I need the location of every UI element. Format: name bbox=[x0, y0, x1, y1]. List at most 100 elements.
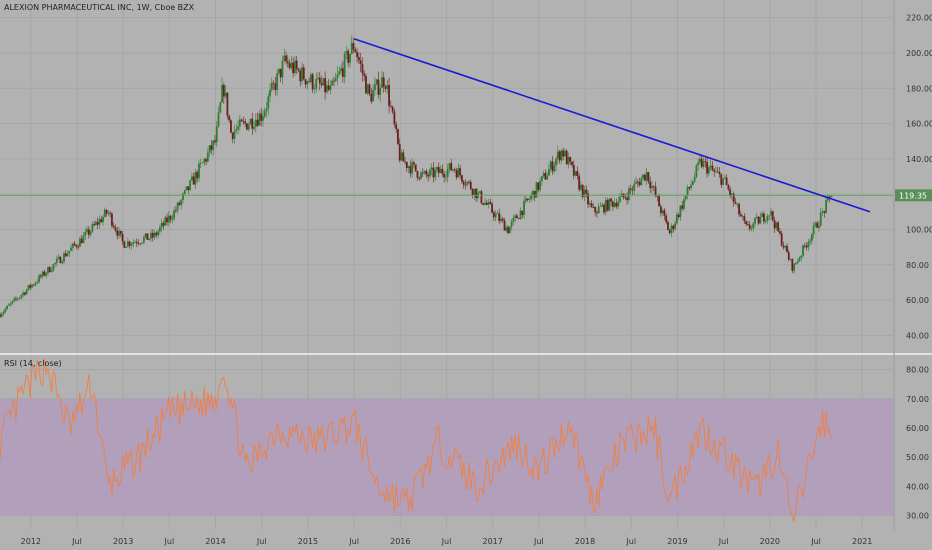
candle-141 bbox=[249, 117, 252, 126]
candle-body bbox=[631, 189, 634, 191]
rsi-axis[interactable]: 80.00 70.00 60.00 50.00 40.00 30.00 bbox=[906, 366, 929, 521]
candle-body bbox=[206, 152, 209, 162]
candle-249 bbox=[441, 164, 444, 178]
candle-169 bbox=[299, 67, 302, 87]
candle-body bbox=[599, 206, 602, 208]
candle-body bbox=[39, 275, 42, 277]
candle-body bbox=[16, 298, 19, 300]
candle-32 bbox=[55, 255, 58, 267]
candle-19 bbox=[32, 283, 35, 287]
candle-431 bbox=[764, 218, 767, 224]
candle-body bbox=[770, 211, 772, 216]
candle-308 bbox=[546, 171, 549, 180]
candle-body bbox=[201, 162, 204, 164]
candle-body bbox=[800, 255, 803, 258]
candle-200 bbox=[354, 46, 357, 53]
candle-147 bbox=[260, 108, 263, 127]
candle-94 bbox=[166, 213, 168, 226]
candle-240 bbox=[425, 168, 428, 179]
candle-179 bbox=[317, 72, 319, 80]
candle-body bbox=[459, 168, 462, 176]
candle-58 bbox=[102, 214, 104, 226]
candle-body bbox=[279, 68, 282, 78]
candle-body bbox=[699, 158, 701, 163]
candle-254 bbox=[450, 158, 453, 171]
candle-body bbox=[633, 183, 636, 191]
candle-245 bbox=[434, 166, 437, 182]
candle-body bbox=[137, 243, 140, 244]
candle-body bbox=[146, 233, 149, 240]
candle-462 bbox=[819, 207, 822, 228]
time-tick-label: 2015 bbox=[298, 537, 318, 546]
candle-293 bbox=[519, 207, 522, 220]
candle-133 bbox=[235, 124, 238, 134]
candle-body bbox=[636, 181, 639, 183]
candle-body bbox=[57, 256, 60, 259]
time-tick-label: 2019 bbox=[667, 537, 687, 546]
candle-body bbox=[546, 175, 549, 180]
candle-body bbox=[612, 201, 614, 207]
candle-body bbox=[313, 88, 316, 90]
candle-body bbox=[498, 213, 501, 222]
candle-body bbox=[578, 176, 581, 190]
candle-451 bbox=[800, 254, 803, 262]
candle-419 bbox=[743, 213, 746, 224]
candle-435 bbox=[771, 210, 774, 222]
candle-213 bbox=[377, 71, 380, 99]
candle-body bbox=[411, 162, 414, 174]
candle-267 bbox=[473, 188, 476, 201]
candle-body bbox=[794, 263, 797, 265]
price-tick-label: 140.00 bbox=[906, 155, 932, 164]
candle-body bbox=[711, 165, 714, 171]
candle-444 bbox=[787, 249, 790, 262]
candle-body bbox=[590, 203, 593, 208]
candle-300 bbox=[532, 189, 534, 200]
candle-222 bbox=[393, 108, 396, 128]
candle-body bbox=[601, 204, 604, 207]
candle-234 bbox=[414, 164, 417, 172]
candle-371 bbox=[658, 193, 660, 207]
candle-165 bbox=[292, 57, 295, 78]
candle-275 bbox=[487, 198, 490, 209]
candle-body bbox=[295, 60, 298, 69]
time-tick-label: 2012 bbox=[21, 537, 41, 546]
candle-body bbox=[793, 263, 796, 271]
candle-76 bbox=[134, 240, 136, 243]
candle-335 bbox=[594, 206, 597, 217]
candle-body bbox=[341, 68, 344, 78]
candle-416 bbox=[738, 202, 740, 218]
candle-88 bbox=[155, 230, 158, 238]
trendline[interactable] bbox=[353, 38, 871, 213]
candle-208 bbox=[368, 82, 371, 97]
candle-365 bbox=[647, 171, 650, 184]
candle-106 bbox=[187, 186, 190, 194]
candle-422 bbox=[748, 221, 751, 232]
candle-body bbox=[516, 215, 518, 219]
candle-130 bbox=[230, 118, 232, 134]
candle-body bbox=[787, 252, 790, 260]
candle-body bbox=[432, 167, 435, 178]
candle-322 bbox=[571, 161, 573, 168]
candle-382 bbox=[677, 212, 680, 220]
candle-body bbox=[34, 282, 37, 285]
candle-411 bbox=[729, 186, 732, 199]
candle-body bbox=[542, 173, 545, 177]
candle-body bbox=[480, 191, 483, 204]
candle-156 bbox=[276, 69, 279, 97]
candle-body bbox=[203, 159, 206, 163]
candle-458 bbox=[812, 221, 815, 239]
candle-75 bbox=[132, 239, 135, 248]
candle-body bbox=[309, 74, 312, 82]
candle-body bbox=[269, 89, 271, 97]
candle-body bbox=[9, 303, 12, 305]
candle-body bbox=[240, 119, 243, 122]
candle-111 bbox=[196, 170, 199, 183]
time-axis[interactable]: 2012 Jul 2013 Jul 2014 Jul 2015 Jul 2016 Jul 2017 J… bbox=[21, 537, 873, 546]
candle-body bbox=[418, 177, 421, 179]
candle-body bbox=[103, 209, 106, 217]
candle-201 bbox=[356, 48, 358, 63]
candle-154 bbox=[272, 80, 275, 91]
candle-223 bbox=[395, 121, 398, 133]
candle-421 bbox=[747, 220, 749, 226]
